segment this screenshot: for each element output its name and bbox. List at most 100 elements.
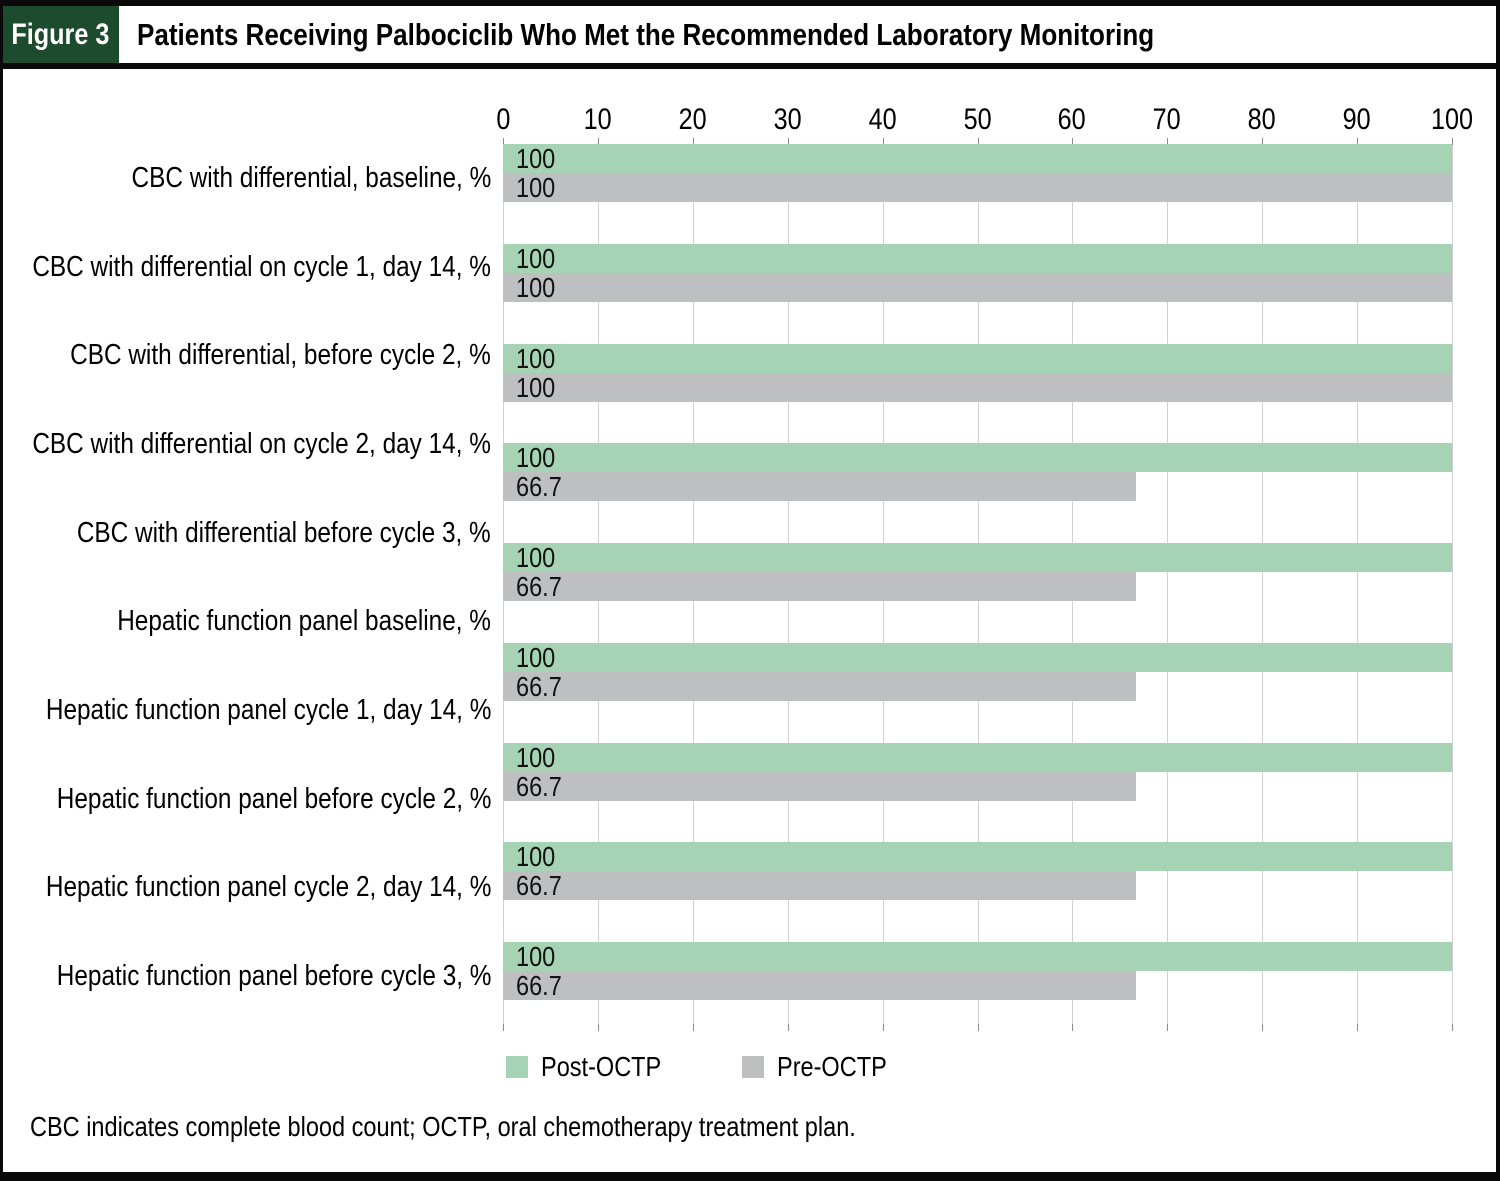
top-border xyxy=(0,0,1500,6)
x-tick-mark-bottom xyxy=(883,1024,884,1031)
header-rule xyxy=(0,63,1500,69)
x-tick-mark-top xyxy=(1452,138,1453,145)
bar-value-label: 100 xyxy=(516,742,556,773)
category-label: CBC with differential on cycle 2, day 14… xyxy=(8,427,491,461)
category-label: CBC with differential before cycle 3, % xyxy=(8,516,491,550)
x-tick-label-text: 100 xyxy=(1430,103,1474,136)
bar-post-octp: 100 xyxy=(503,244,1452,273)
bar-value-label: 100 xyxy=(516,941,556,972)
footnote-text: CBC indicates complete blood count; OCTP… xyxy=(30,1111,856,1142)
figure-tag: Figure 3 xyxy=(2,6,119,63)
bar-value-label: 100 xyxy=(516,542,556,573)
category-label: CBC with differential, before cycle 2, % xyxy=(8,338,491,372)
x-tick-mark-bottom xyxy=(693,1024,694,1031)
bar-post-octp: 100 xyxy=(503,743,1452,772)
x-tick-label-text: 30 xyxy=(773,103,803,136)
figure-title-text: Patients Receiving Palbociclib Who Met t… xyxy=(137,16,1155,52)
bar-pre-octp: 100 xyxy=(503,173,1452,202)
bar-post-octp: 100 xyxy=(503,144,1452,173)
right-border xyxy=(1496,0,1500,1181)
left-border xyxy=(0,0,3,1181)
category-label-text: Hepatic function panel before cycle 3, % xyxy=(56,960,491,992)
x-tick-label: 30 xyxy=(743,104,833,136)
x-tick-label: 20 xyxy=(648,104,738,136)
category-label-text: CBC with differential on cycle 2, day 14… xyxy=(32,428,491,460)
bar-value-label: 100 xyxy=(516,442,556,473)
legend-swatch-pre-octp xyxy=(742,1056,765,1078)
legend-swatch-post-octp xyxy=(506,1056,528,1078)
bar-pre-octp: 100 xyxy=(503,373,1452,402)
x-tick-label: 100 xyxy=(1407,104,1497,136)
x-tick-label: 70 xyxy=(1122,104,1212,136)
bar-value-label: 66.7 xyxy=(516,671,562,702)
category-label-text: CBC with differential before cycle 3, % xyxy=(77,517,491,549)
legend-item-post-octp: Post-OCTP xyxy=(506,1051,684,1083)
category-label-text: Hepatic function panel cycle 2, day 14, … xyxy=(45,871,491,903)
x-tick-mark-bottom xyxy=(1452,1024,1453,1031)
x-tick-mark-top xyxy=(788,138,789,145)
bar-value-label: 100 xyxy=(516,372,556,403)
x-tick-mark-bottom xyxy=(788,1024,789,1031)
x-tick-mark-bottom xyxy=(1357,1024,1358,1031)
bar-value-label: 100 xyxy=(516,642,556,673)
gridline xyxy=(1452,144,1453,1024)
x-tick-label: 80 xyxy=(1217,104,1307,136)
bar-value-label: 100 xyxy=(516,143,556,174)
x-tick-label: 10 xyxy=(553,104,643,136)
category-label: Hepatic function panel cycle 1, day 14, … xyxy=(8,693,491,727)
category-label-text: CBC with differential on cycle 1, day 14… xyxy=(32,251,491,283)
x-tick-label-text: 80 xyxy=(1247,103,1277,136)
bar-pre-octp: 66.7 xyxy=(503,871,1136,900)
bar-value-label: 66.7 xyxy=(516,970,562,1001)
figure-title: Patients Receiving Palbociclib Who Met t… xyxy=(137,6,1348,63)
bar-value-label: 66.7 xyxy=(516,870,562,901)
bar-post-octp: 100 xyxy=(503,842,1452,871)
bar-pre-octp: 66.7 xyxy=(503,772,1136,801)
bar-pre-octp: 100 xyxy=(503,273,1452,302)
bar-post-octp: 100 xyxy=(503,543,1452,572)
x-tick-label-text: 40 xyxy=(868,103,898,136)
gridline xyxy=(1262,144,1263,1024)
category-label: CBC with differential on cycle 1, day 14… xyxy=(8,250,491,284)
gridline xyxy=(1167,144,1168,1024)
bar-value-label: 66.7 xyxy=(516,771,562,802)
category-label-text: Hepatic function panel before cycle 2, % xyxy=(56,783,491,815)
legend: Post-OCTP Pre-OCTP xyxy=(506,1051,908,1083)
category-label: CBC with differential, baseline, % xyxy=(8,161,491,195)
x-tick-mark-top xyxy=(978,138,979,145)
x-tick-mark-top xyxy=(1357,138,1358,145)
x-tick-mark-bottom xyxy=(503,1024,504,1031)
bar-value-label: 100 xyxy=(516,343,556,374)
category-label: Hepatic function panel before cycle 2, % xyxy=(8,782,491,816)
bar-pre-octp: 66.7 xyxy=(503,572,1136,601)
footnote: CBC indicates complete blood count; OCTP… xyxy=(30,1110,1013,1144)
category-label-text: CBC with differential, before cycle 2, % xyxy=(70,339,491,371)
bar-value-label: 66.7 xyxy=(516,471,562,502)
x-tick-label-text: 0 xyxy=(495,103,511,136)
category-label-text: Hepatic function panel cycle 1, day 14, … xyxy=(45,694,491,726)
bar-post-octp: 100 xyxy=(503,942,1452,971)
x-tick-mark-bottom xyxy=(1167,1024,1168,1031)
x-tick-mark-top xyxy=(598,138,599,145)
category-label-text: CBC with differential, baseline, % xyxy=(131,162,491,194)
bar-value-label: 100 xyxy=(516,243,556,274)
x-tick-label: 60 xyxy=(1027,104,1117,136)
x-tick-label: 0 xyxy=(458,104,548,136)
x-tick-mark-top xyxy=(1072,138,1073,145)
bar-post-octp: 100 xyxy=(503,344,1452,373)
legend-label-pre-octp: Pre-OCTP xyxy=(777,1051,887,1082)
legend-item-pre-octp: Pre-OCTP xyxy=(742,1051,908,1083)
figure-tag-label: Figure 3 xyxy=(11,17,110,51)
category-label: Hepatic function panel before cycle 3, % xyxy=(8,959,491,993)
x-tick-label-text: 60 xyxy=(1057,103,1087,136)
bar-pre-octp: 66.7 xyxy=(503,472,1136,501)
x-tick-label-text: 10 xyxy=(583,103,613,136)
x-tick-label-text: 20 xyxy=(678,103,708,136)
x-tick-mark-top xyxy=(1167,138,1168,145)
bar-post-octp: 100 xyxy=(503,643,1452,672)
x-tick-mark-bottom xyxy=(598,1024,599,1031)
x-tick-label-text: 90 xyxy=(1342,103,1372,136)
x-tick-mark-top xyxy=(883,138,884,145)
x-tick-mark-top xyxy=(503,138,504,145)
